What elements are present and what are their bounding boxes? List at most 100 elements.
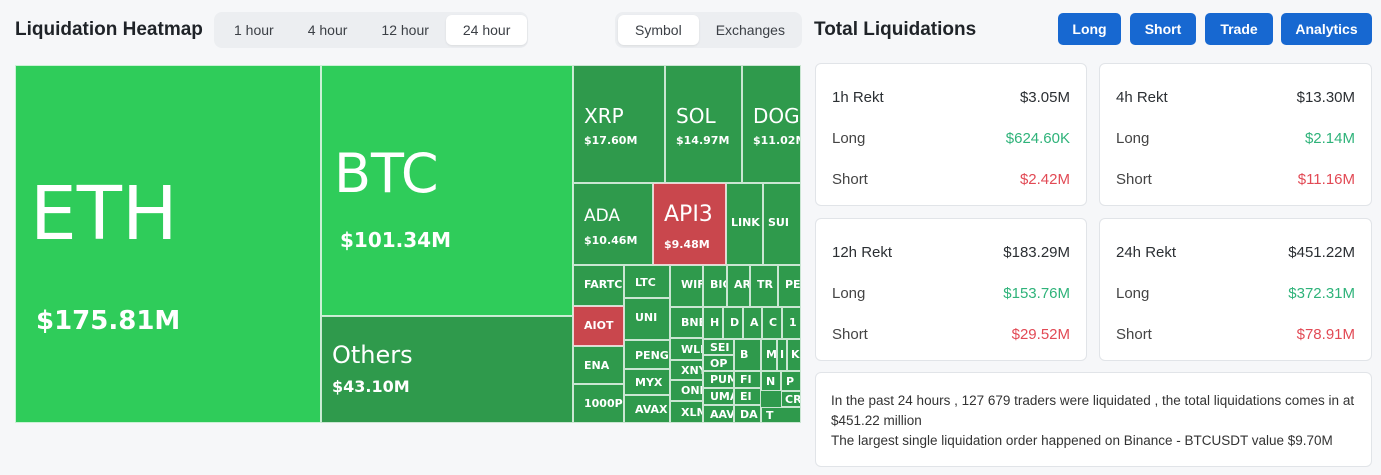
tile-symbol: SUI	[768, 216, 789, 229]
card-long-label: Long	[832, 130, 866, 147]
tile-symbol: I	[780, 348, 785, 361]
treemap-tile-aav[interactable]: AAV	[703, 405, 734, 423]
treemap-tile-wld[interactable]: WLD	[670, 338, 703, 360]
time-option-4h[interactable]: 4 hour	[307, 22, 348, 38]
treemap-tile-xny[interactable]: XNY	[670, 360, 703, 380]
treemap-tile-op[interactable]: OP	[703, 355, 734, 371]
tile-symbol: BNB	[681, 316, 702, 329]
treemap-tile-btc[interactable]: BTC $101.34M	[321, 65, 573, 316]
treemap-tile-c[interactable]: C	[762, 307, 782, 339]
treemap-tile-uni[interactable]: UNI	[624, 298, 670, 340]
treemap-tile-p[interactable]: P	[781, 371, 801, 391]
tile-symbol: LTC	[635, 276, 656, 289]
view-option-exchanges[interactable]: Exchanges	[715, 22, 785, 38]
treemap-tile-eth[interactable]: ETH $175.81M	[15, 65, 321, 423]
treemap-tile-a[interactable]: A	[743, 307, 762, 339]
treemap-tile-avax[interactable]: AVAX	[624, 395, 670, 423]
treemap-tile-aiot[interactable]: AIOT	[573, 306, 624, 346]
rekt-card-1h: 1h Rekt $3.05M Long $624.60K Short $2.42M	[815, 63, 1087, 206]
treemap-tile-xlm[interactable]: XLM	[670, 401, 703, 423]
treemap-tile-1[interactable]: 1	[782, 307, 801, 339]
treemap-tile-cr[interactable]: CR	[781, 391, 801, 407]
short-button[interactable]: Short	[1130, 13, 1196, 45]
treemap-tile-t[interactable]: T	[761, 407, 801, 423]
tile-symbol: M	[766, 348, 777, 361]
total-liquidations-title: Total Liquidations	[814, 19, 977, 40]
treemap-tile-d[interactable]: D	[723, 307, 743, 339]
treemap-tile-wif[interactable]: WIF	[670, 265, 703, 307]
treemap-tile-pe[interactable]: PE	[778, 265, 801, 307]
treemap-tile-myx[interactable]: MYX	[624, 369, 670, 395]
treemap-tile-sol[interactable]: SOL $14.97M	[665, 65, 742, 183]
tile-symbol: MYX	[635, 376, 663, 389]
rekt-card-12h: 12h Rekt $183.29M Long $153.76M Short $29.5…	[815, 218, 1087, 361]
treemap-tile-fi[interactable]: FI	[734, 371, 761, 388]
tile-symbol: BTC	[334, 142, 439, 205]
tile-symbol: ADA	[584, 206, 621, 226]
time-option-12h[interactable]: 12 hour	[381, 22, 429, 38]
treemap-tile-n[interactable]: N	[761, 371, 781, 391]
treemap-tile-big[interactable]: BIG	[703, 265, 727, 307]
time-range-selector: 1 hour 4 hour 12 hour 24 hour	[214, 12, 528, 48]
rekt-card-24h: 24h Rekt $451.22M Long $372.31M Short $78.9…	[1099, 218, 1372, 361]
tile-value: $14.97M	[676, 134, 730, 147]
tile-symbol: SEI	[710, 341, 730, 354]
treemap-tile-others[interactable]: Others $43.10M	[321, 316, 573, 423]
card-short-label: Short	[1116, 171, 1152, 188]
treemap-tile-m[interactable]: M	[761, 339, 777, 371]
long-button[interactable]: Long	[1058, 13, 1121, 45]
tile-symbol: A	[750, 316, 759, 329]
time-option-1h[interactable]: 1 hour	[234, 22, 274, 38]
treemap-tile-fartcoin[interactable]: FARTCOIN	[573, 265, 624, 306]
analytics-button[interactable]: Analytics	[1281, 13, 1372, 45]
tile-symbol: AVAX	[635, 403, 668, 416]
time-option-24h[interactable]: 24 hour	[445, 15, 528, 45]
tile-symbol: LINK	[731, 216, 760, 229]
treemap-tile-da[interactable]: DA	[734, 405, 761, 423]
treemap-tile-b[interactable]: B	[734, 339, 761, 371]
treemap-tile-sei[interactable]: SEI	[703, 339, 734, 355]
treemap-tile-uma[interactable]: UMA	[703, 388, 734, 405]
card-total: $451.22M	[1288, 244, 1355, 261]
card-long-value: $624.60K	[1005, 130, 1070, 147]
tile-symbol: CR	[785, 393, 801, 406]
card-short-value: $11.16M	[1297, 171, 1355, 188]
treemap-tile-pengu[interactable]: PENGU	[624, 340, 670, 369]
treemap-tile-ltc[interactable]: LTC	[624, 265, 670, 298]
trade-button[interactable]: Trade	[1205, 13, 1273, 45]
treemap-tile-tr[interactable]: TR	[750, 265, 778, 307]
treemap-tile-api3[interactable]: API3 $9.48M	[653, 183, 726, 265]
tile-symbol: TR	[757, 278, 773, 291]
treemap-tile-pum[interactable]: PUM	[703, 371, 734, 388]
treemap-tile-link[interactable]: LINK	[726, 183, 763, 265]
treemap-tile-bnb[interactable]: BNB	[670, 307, 703, 338]
treemap-tile-ena[interactable]: ENA	[573, 346, 624, 384]
treemap-tile-ei[interactable]: EI	[734, 388, 761, 405]
liquidation-treemap: ETH $175.81M BTC $101.34M Others $43.10M XRP $1…	[15, 65, 801, 423]
treemap-tile-ada[interactable]: ADA $10.46M	[573, 183, 653, 265]
tile-symbol: PENGU	[635, 349, 669, 362]
tile-symbol: K	[791, 348, 800, 361]
treemap-tile-ar[interactable]: AR	[727, 265, 750, 307]
card-short-value: $29.52M	[1011, 326, 1070, 343]
tile-symbol: ENA	[584, 359, 610, 372]
tile-symbol: XNY	[681, 364, 702, 377]
card-long-value: $153.76M	[1003, 285, 1070, 302]
tile-symbol: 1	[789, 316, 797, 329]
tile-value: $175.81M	[36, 306, 181, 336]
treemap-tile-1000pe[interactable]: 1000PE	[573, 384, 624, 423]
tile-symbol: AR	[734, 278, 750, 291]
card-period: 12h Rekt	[832, 244, 893, 261]
treemap-tile-k[interactable]: K	[787, 339, 801, 371]
treemap-tile-ond[interactable]: OND	[670, 380, 703, 401]
card-short-value: $78.91M	[1296, 326, 1355, 343]
card-period: 24h Rekt	[1116, 244, 1177, 261]
treemap-tile-doge[interactable]: DOGE $11.02M	[742, 65, 801, 183]
card-short-label: Short	[1116, 326, 1152, 343]
treemap-tile-h[interactable]: H	[703, 307, 723, 339]
treemap-tile-sui[interactable]: SUI	[763, 183, 801, 265]
treemap-tile-i[interactable]: I	[777, 339, 787, 371]
view-option-symbol[interactable]: Symbol	[618, 15, 699, 45]
treemap-tile-xrp[interactable]: XRP $17.60M	[573, 65, 665, 183]
tile-value: $43.10M	[332, 377, 410, 396]
